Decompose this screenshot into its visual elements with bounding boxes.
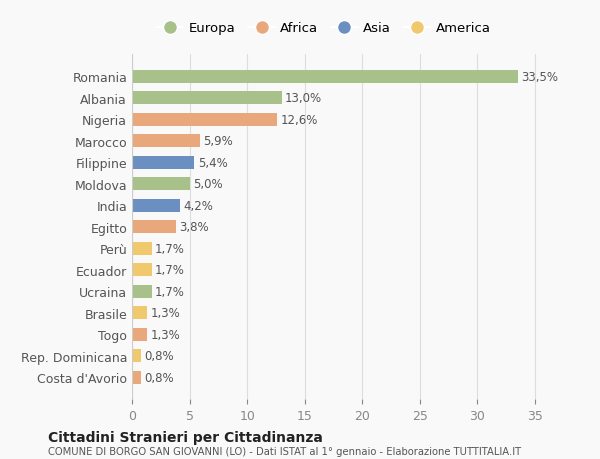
Bar [132, 71, 518, 84]
Bar [132, 135, 200, 148]
Text: 5,9%: 5,9% [203, 135, 233, 148]
Text: 13,0%: 13,0% [285, 92, 322, 105]
Text: 0,8%: 0,8% [145, 371, 174, 384]
Text: 1,3%: 1,3% [151, 328, 180, 341]
Text: 1,7%: 1,7% [155, 285, 185, 298]
Bar [132, 221, 176, 234]
Bar [132, 157, 194, 169]
Bar [132, 242, 152, 255]
Text: 1,3%: 1,3% [151, 307, 180, 319]
Text: 5,0%: 5,0% [193, 178, 223, 191]
Bar [132, 92, 281, 105]
Text: 33,5%: 33,5% [521, 71, 558, 84]
Text: 4,2%: 4,2% [184, 199, 214, 212]
Text: COMUNE DI BORGO SAN GIOVANNI (LO) - Dati ISTAT al 1° gennaio - Elaborazione TUTT: COMUNE DI BORGO SAN GIOVANNI (LO) - Dati… [48, 447, 521, 456]
Bar [132, 307, 147, 319]
Bar [132, 349, 141, 362]
Legend: Europa, Africa, Asia, America: Europa, Africa, Asia, America [151, 17, 496, 40]
Text: 0,8%: 0,8% [145, 349, 174, 362]
Text: 1,7%: 1,7% [155, 242, 185, 255]
Bar [132, 199, 181, 212]
Text: Cittadini Stranieri per Cittadinanza: Cittadini Stranieri per Cittadinanza [48, 430, 323, 444]
Text: 3,8%: 3,8% [179, 221, 209, 234]
Bar [132, 263, 152, 276]
Bar [132, 328, 147, 341]
Text: 12,6%: 12,6% [281, 113, 318, 127]
Bar [132, 178, 190, 191]
Text: 1,7%: 1,7% [155, 263, 185, 277]
Bar [132, 371, 141, 384]
Bar [132, 285, 152, 298]
Text: 5,4%: 5,4% [197, 157, 227, 169]
Bar [132, 113, 277, 127]
